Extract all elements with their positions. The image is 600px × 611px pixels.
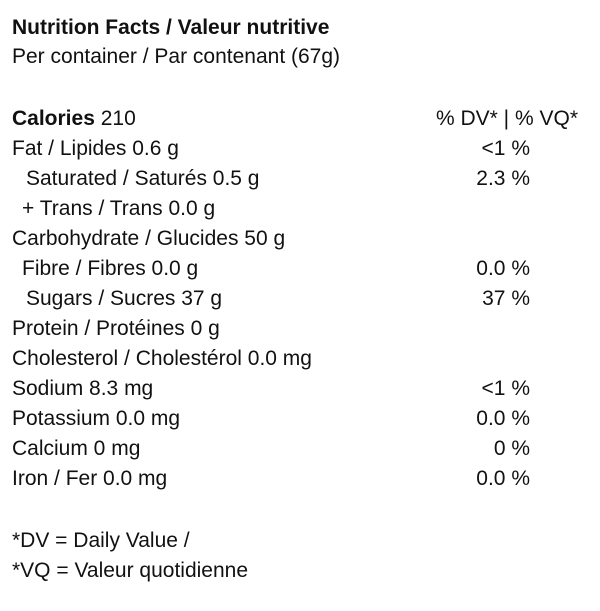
title: Nutrition Facts / Valeur nutritive bbox=[12, 16, 330, 39]
row-label: Sugars / Sucres 37 g bbox=[26, 287, 223, 310]
row-dv: 0.0 % bbox=[476, 257, 530, 280]
row-label: + Trans / Trans 0.0 g bbox=[22, 197, 216, 220]
calories-label: Calories bbox=[12, 107, 95, 130]
row-label: Sodium 8.3 mg bbox=[12, 377, 154, 400]
row-label: Calcium 0 mg bbox=[12, 437, 141, 460]
row-label: Fat / Lipides 0.6 g bbox=[12, 137, 179, 160]
row-label: Carbohydrate / Glucides 50 g bbox=[12, 227, 286, 250]
subtitle: Per container / Par contenant (67g) bbox=[12, 45, 341, 68]
row-dv: 37 % bbox=[482, 287, 530, 310]
row-label: Iron / Fer 0.0 mg bbox=[12, 467, 168, 490]
row-dv: 2.3 % bbox=[476, 167, 530, 190]
row-label: Fibre / Fibres 0.0 g bbox=[22, 257, 199, 280]
calories: Calories 210 bbox=[12, 107, 136, 131]
row-label: Saturated / Saturés 0.5 g bbox=[26, 167, 260, 190]
row-dv: 0.0 % bbox=[476, 467, 530, 490]
row-dv: 0 % bbox=[493, 437, 530, 460]
dv-header: % DV* | % VQ* bbox=[436, 107, 578, 130]
row-label: Cholesterol / Cholestérol 0.0 mg bbox=[12, 347, 312, 370]
row-dv: <1 % bbox=[481, 377, 530, 400]
row-label: Potassium 0.0 mg bbox=[12, 407, 181, 430]
footnote: *VQ = Valeur quotidienne bbox=[12, 559, 249, 582]
row-dv: <1 % bbox=[481, 137, 530, 160]
row-label: Protein / Protéines 0 g bbox=[12, 317, 220, 340]
calories-value: 210 bbox=[100, 107, 136, 130]
row-dv: 0.0 % bbox=[476, 407, 530, 430]
footnote: *DV = Daily Value / bbox=[12, 529, 190, 552]
